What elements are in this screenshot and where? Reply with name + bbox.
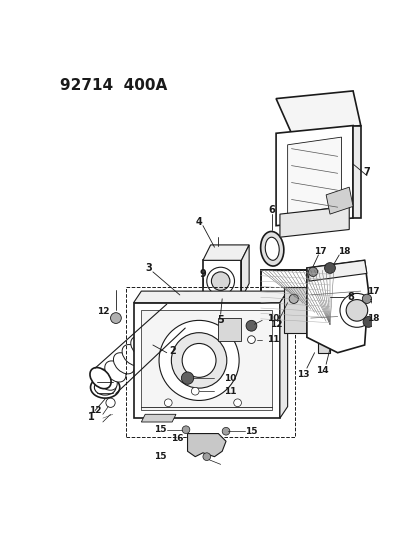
Text: 10: 10	[223, 374, 235, 383]
Text: 16: 16	[171, 434, 183, 443]
Text: 8: 8	[347, 292, 354, 302]
Ellipse shape	[157, 312, 178, 333]
Ellipse shape	[122, 344, 143, 366]
Ellipse shape	[339, 294, 373, 327]
Text: 12: 12	[269, 320, 282, 329]
Text: 18: 18	[366, 313, 378, 322]
Circle shape	[202, 453, 210, 461]
Polygon shape	[202, 245, 249, 260]
Circle shape	[191, 387, 199, 395]
Bar	[126, 287, 294, 438]
Circle shape	[308, 267, 317, 277]
Circle shape	[182, 426, 190, 433]
Circle shape	[159, 320, 239, 400]
Polygon shape	[279, 291, 287, 418]
Circle shape	[362, 317, 373, 327]
Polygon shape	[352, 126, 360, 218]
Ellipse shape	[104, 361, 126, 382]
Text: 12: 12	[89, 406, 101, 415]
Polygon shape	[141, 414, 176, 422]
Polygon shape	[141, 310, 272, 410]
Text: 6: 6	[268, 205, 275, 215]
Text: 18: 18	[337, 247, 349, 255]
Polygon shape	[275, 91, 360, 133]
Circle shape	[110, 313, 121, 324]
Text: 11: 11	[223, 387, 236, 395]
Circle shape	[233, 399, 241, 407]
Circle shape	[317, 313, 326, 322]
Text: 15: 15	[154, 452, 166, 461]
Text: 92714  400A: 92714 400A	[60, 78, 167, 93]
Polygon shape	[241, 245, 249, 299]
Ellipse shape	[265, 237, 278, 260]
Text: 15: 15	[154, 425, 166, 434]
Polygon shape	[283, 287, 329, 353]
Text: 7: 7	[363, 167, 370, 177]
Text: 5: 5	[217, 314, 223, 325]
Circle shape	[164, 399, 172, 407]
Ellipse shape	[148, 320, 169, 341]
Polygon shape	[306, 260, 368, 353]
Ellipse shape	[94, 379, 116, 395]
Text: 11: 11	[266, 335, 279, 344]
Ellipse shape	[181, 296, 198, 317]
Text: 4: 4	[195, 217, 202, 227]
Ellipse shape	[90, 368, 111, 389]
Polygon shape	[133, 303, 279, 418]
Polygon shape	[325, 187, 352, 214]
Polygon shape	[259, 324, 329, 332]
Circle shape	[324, 263, 335, 273]
Text: 17: 17	[313, 247, 326, 255]
Text: 9: 9	[199, 269, 206, 279]
Circle shape	[171, 333, 226, 388]
Circle shape	[361, 294, 371, 303]
Text: 10: 10	[266, 313, 278, 322]
Circle shape	[245, 320, 256, 331]
Polygon shape	[260, 270, 329, 324]
Ellipse shape	[206, 267, 234, 295]
Polygon shape	[275, 126, 352, 225]
Ellipse shape	[131, 336, 152, 358]
Ellipse shape	[166, 308, 188, 329]
Circle shape	[181, 372, 193, 384]
Polygon shape	[187, 433, 225, 457]
Circle shape	[106, 398, 115, 407]
Polygon shape	[287, 137, 341, 214]
Circle shape	[247, 336, 255, 343]
Ellipse shape	[96, 369, 117, 390]
Circle shape	[182, 343, 216, 377]
Text: 14: 14	[315, 366, 328, 375]
Text: 3: 3	[145, 263, 151, 273]
Circle shape	[222, 427, 229, 435]
Circle shape	[288, 294, 298, 303]
Polygon shape	[279, 206, 349, 237]
Polygon shape	[202, 260, 241, 299]
Text: 12: 12	[96, 308, 109, 317]
Polygon shape	[133, 291, 287, 303]
Ellipse shape	[211, 272, 229, 290]
Text: 17: 17	[366, 287, 378, 296]
Polygon shape	[218, 318, 241, 341]
Ellipse shape	[139, 328, 160, 349]
Ellipse shape	[113, 353, 134, 374]
Text: 13: 13	[296, 370, 309, 379]
Text: 15: 15	[244, 427, 257, 436]
Text: 2: 2	[169, 346, 175, 356]
Polygon shape	[306, 260, 366, 281]
Text: 1: 1	[88, 411, 95, 422]
Ellipse shape	[260, 231, 283, 266]
Ellipse shape	[176, 292, 202, 321]
Ellipse shape	[90, 377, 119, 398]
Ellipse shape	[165, 304, 186, 325]
Ellipse shape	[345, 300, 367, 321]
